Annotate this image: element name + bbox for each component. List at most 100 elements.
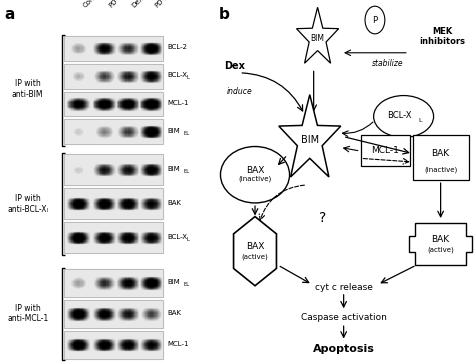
Bar: [123, 279, 124, 280]
Bar: [144, 53, 145, 54]
Bar: [78, 170, 79, 171]
Bar: [75, 235, 76, 236]
Bar: [74, 100, 75, 107]
Bar: [120, 314, 121, 315]
Bar: [142, 240, 143, 241]
Bar: [134, 50, 135, 51]
Bar: [133, 136, 134, 137]
Text: BAX: BAX: [246, 242, 264, 251]
Bar: [95, 278, 96, 279]
Bar: [96, 105, 97, 106]
Bar: [159, 43, 160, 44]
Bar: [144, 76, 145, 77]
Bar: [125, 169, 126, 170]
Bar: [121, 43, 122, 44]
Bar: [118, 243, 119, 244]
Bar: [119, 77, 120, 78]
Bar: [98, 206, 99, 207]
Bar: [144, 237, 145, 238]
Bar: [108, 171, 109, 172]
Bar: [125, 165, 126, 166]
Bar: [95, 103, 96, 104]
Bar: [74, 287, 75, 288]
Bar: [134, 312, 135, 313]
Bar: [135, 47, 136, 48]
Bar: [98, 71, 99, 72]
Bar: [124, 206, 125, 207]
Bar: [108, 340, 109, 341]
Bar: [137, 284, 138, 285]
Bar: [123, 281, 124, 282]
Bar: [137, 282, 138, 283]
Bar: [64, 36, 163, 61]
Bar: [147, 106, 148, 107]
Bar: [149, 232, 150, 233]
Bar: [111, 346, 112, 347]
Bar: [100, 136, 101, 137]
Bar: [67, 235, 68, 236]
Bar: [67, 311, 68, 312]
Bar: [124, 170, 125, 171]
Bar: [82, 236, 83, 237]
Bar: [95, 207, 96, 208]
Bar: [72, 342, 73, 343]
Bar: [134, 171, 135, 172]
Bar: [77, 206, 78, 207]
Bar: [155, 76, 156, 77]
Bar: [148, 308, 149, 309]
Bar: [134, 78, 135, 79]
Bar: [142, 53, 143, 54]
Bar: [148, 313, 149, 314]
Bar: [154, 318, 155, 319]
Bar: [107, 317, 108, 318]
Bar: [124, 200, 125, 201]
Bar: [152, 104, 153, 105]
Bar: [135, 105, 136, 106]
Bar: [128, 101, 129, 102]
Bar: [132, 133, 133, 134]
Bar: [96, 344, 97, 345]
Bar: [149, 134, 150, 135]
Bar: [127, 348, 128, 349]
Bar: [133, 105, 134, 106]
Bar: [135, 235, 136, 236]
Bar: [68, 101, 69, 102]
Bar: [130, 72, 131, 73]
Bar: [108, 279, 109, 280]
Bar: [121, 103, 122, 104]
Bar: [67, 106, 68, 107]
Bar: [113, 341, 114, 342]
Bar: [114, 241, 115, 242]
Bar: [126, 235, 127, 236]
Bar: [126, 136, 127, 137]
Bar: [128, 241, 129, 242]
Bar: [100, 347, 101, 348]
Bar: [149, 108, 150, 109]
Bar: [119, 339, 120, 340]
Bar: [84, 238, 85, 239]
Bar: [146, 233, 147, 234]
Bar: [75, 240, 76, 241]
Bar: [152, 281, 153, 282]
Bar: [97, 47, 98, 48]
Bar: [119, 315, 120, 316]
Bar: [159, 350, 160, 351]
Bar: [132, 129, 133, 130]
Bar: [157, 51, 158, 52]
Bar: [134, 81, 135, 82]
Bar: [154, 234, 155, 235]
Bar: [150, 102, 151, 103]
Bar: [128, 48, 129, 49]
Bar: [152, 233, 153, 234]
Bar: [130, 76, 131, 77]
Bar: [106, 135, 107, 136]
Bar: [119, 129, 120, 130]
Bar: [154, 133, 155, 134]
Bar: [82, 349, 83, 350]
Bar: [85, 309, 86, 310]
Bar: [111, 344, 112, 345]
Bar: [131, 77, 132, 78]
Bar: [133, 78, 134, 79]
Bar: [154, 168, 155, 169]
Bar: [80, 314, 81, 315]
